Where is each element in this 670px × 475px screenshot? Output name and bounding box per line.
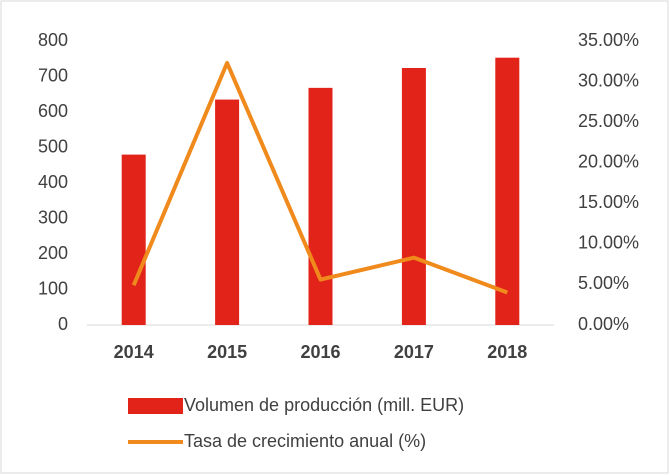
x-tick-label: 2016 xyxy=(300,342,340,362)
y2-tick-label: 0.00% xyxy=(578,314,629,334)
bar xyxy=(495,57,520,326)
line xyxy=(131,60,508,295)
y-tick-label: 300 xyxy=(38,207,68,227)
x-tick-label: 2017 xyxy=(394,342,434,362)
y-tick-label: 700 xyxy=(38,65,68,85)
y2-tick-label: 20.00% xyxy=(578,151,639,171)
y2-tick-label: 30.00% xyxy=(578,70,639,90)
y-tick-label: 200 xyxy=(38,243,68,263)
y2-tick-label: 35.00% xyxy=(578,30,639,50)
bar xyxy=(401,67,426,325)
x-tick-label: 2018 xyxy=(487,342,527,362)
y-tick-label: 100 xyxy=(38,278,68,298)
bar xyxy=(308,87,333,325)
y2-tick-label: 5.00% xyxy=(578,273,629,293)
y-tick-label: 500 xyxy=(38,136,68,156)
y-tick-label: 400 xyxy=(38,172,68,192)
bar xyxy=(121,154,146,325)
y2-tick-label: 15.00% xyxy=(578,192,639,212)
y2-tick-label: 25.00% xyxy=(578,111,639,131)
y-tick-label: 800 xyxy=(38,30,68,50)
legend-label: Volumen de producción (mill. EUR) xyxy=(184,395,464,415)
bar xyxy=(215,99,240,325)
legend-swatch xyxy=(128,398,183,414)
y-tick-label: 600 xyxy=(38,101,68,121)
x-tick-label: 2014 xyxy=(114,342,154,362)
x-tick-label: 2015 xyxy=(207,342,247,362)
legend-label: Tasa de crecimiento anual (%) xyxy=(184,431,426,451)
y-tick-label: 0 xyxy=(58,314,68,334)
y2-tick-label: 10.00% xyxy=(578,233,639,253)
